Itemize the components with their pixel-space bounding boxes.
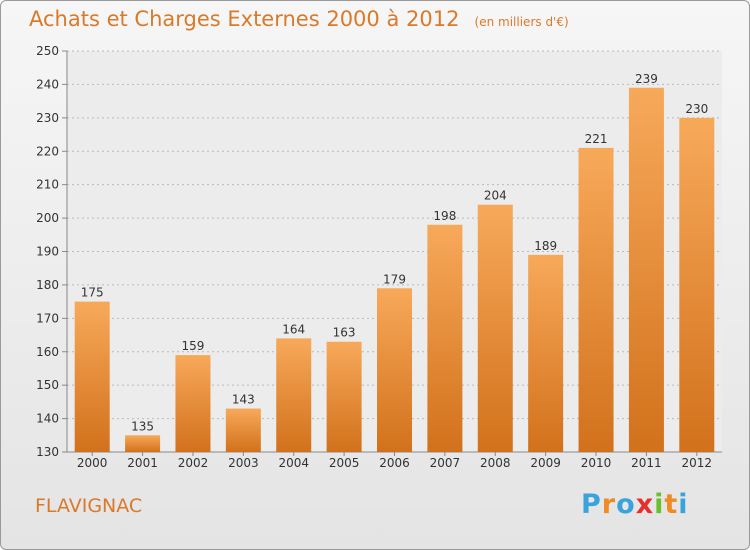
logo-letter: r <box>601 489 617 520</box>
y-tick-label: 130 <box>36 445 59 459</box>
y-tick-label: 190 <box>36 245 59 259</box>
logo-letter: i <box>678 489 689 520</box>
bar <box>528 254 564 452</box>
bar <box>225 408 261 452</box>
bar-value-label: 239 <box>635 72 658 86</box>
y-tick-label: 220 <box>36 144 59 158</box>
x-tick-label: 2012 <box>682 456 713 470</box>
x-tick-label: 2011 <box>631 456 662 470</box>
x-tick-label: 2004 <box>278 456 309 470</box>
bar <box>427 224 463 452</box>
logo-letter: P <box>581 489 602 520</box>
bar-value-label: 189 <box>534 239 557 253</box>
x-tick-label: 2005 <box>329 456 360 470</box>
bar <box>326 341 362 452</box>
y-tick-label: 160 <box>36 345 59 359</box>
y-tick-label: 230 <box>36 111 59 125</box>
y-tick-label: 150 <box>36 378 59 392</box>
bar-value-label: 198 <box>433 209 456 223</box>
chart-title-main: Achats et Charges Externes 2000 à 2012 <box>29 7 460 31</box>
y-tick-label: 140 <box>36 412 59 426</box>
x-tick-label: 2007 <box>430 456 461 470</box>
commune-name: FLAVIGNAC <box>35 495 143 517</box>
x-tick-label: 2001 <box>127 456 158 470</box>
bar-value-label: 204 <box>484 189 507 203</box>
y-tick-label: 200 <box>36 211 59 225</box>
bar <box>628 87 664 452</box>
logo-letter: x <box>635 489 655 520</box>
x-tick-label: 2006 <box>379 456 410 470</box>
bar <box>175 355 211 452</box>
x-tick-label: 2009 <box>530 456 561 470</box>
y-tick-label: 250 <box>36 44 59 58</box>
chart-title: Achats et Charges Externes 2000 à 2012 (… <box>29 7 569 31</box>
bar-value-label: 159 <box>182 339 205 353</box>
x-tick-label: 2000 <box>77 456 108 470</box>
proxiti-logo: Proxiti <box>581 489 689 520</box>
x-tick-label: 2010 <box>581 456 612 470</box>
bar-value-label: 164 <box>282 322 305 336</box>
bar <box>74 301 110 452</box>
y-tick-label: 180 <box>36 278 59 292</box>
logo-letter: t <box>664 489 679 520</box>
y-tick-label: 170 <box>36 311 59 325</box>
bar-value-label: 143 <box>232 393 255 407</box>
y-tick-label: 240 <box>36 77 59 91</box>
x-tick-label: 2002 <box>178 456 209 470</box>
bar <box>477 204 513 452</box>
bar-value-label: 175 <box>81 286 104 300</box>
bar-value-label: 163 <box>333 326 356 340</box>
bar <box>276 338 312 452</box>
bar-value-label: 230 <box>685 102 708 116</box>
bar-value-label: 179 <box>383 272 406 286</box>
bar-value-label: 221 <box>585 132 608 146</box>
bar <box>679 117 715 452</box>
x-tick-label: 2003 <box>228 456 259 470</box>
logo-letter: i <box>654 489 665 520</box>
bar-value-label: 135 <box>131 419 154 433</box>
chart-title-unit: (en milliers d'€) <box>474 15 569 29</box>
x-tick-label: 2008 <box>480 456 511 470</box>
y-tick-label: 210 <box>36 178 59 192</box>
bar <box>377 288 412 452</box>
bar <box>578 147 614 453</box>
logo-letter: o <box>616 489 636 520</box>
bar <box>125 435 161 452</box>
